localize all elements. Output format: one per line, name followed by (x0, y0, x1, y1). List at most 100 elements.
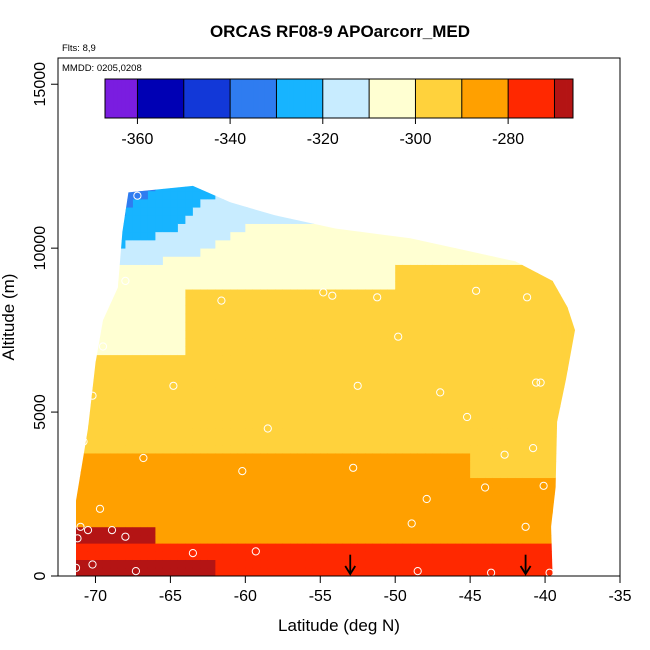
field-cell (192, 297, 201, 306)
field-cell (290, 297, 299, 306)
field-cell (387, 543, 396, 552)
field-cell (342, 289, 351, 298)
field-cell (132, 461, 141, 470)
field-cell (297, 239, 306, 249)
field-cell (102, 371, 111, 380)
field-cell (237, 526, 246, 536)
field-cell (507, 272, 516, 282)
field-cell (117, 264, 126, 274)
field-cell (515, 477, 523, 487)
field-cell (290, 477, 299, 487)
field-cell (192, 477, 201, 487)
field-cell (372, 280, 381, 290)
field-cell (470, 256, 479, 265)
field-cell (185, 371, 194, 380)
field-cell (432, 510, 441, 520)
field-cell (87, 502, 96, 511)
field-cell (447, 502, 456, 511)
field-cell (425, 297, 434, 306)
field-cell (222, 567, 231, 576)
field-cell (275, 239, 284, 249)
field-cell (335, 239, 344, 249)
field-cell (530, 420, 538, 429)
field-cell (185, 231, 194, 241)
field-cell (110, 305, 119, 315)
field-cell (275, 305, 284, 315)
x-tick-label-7: -35 (608, 588, 631, 605)
field-cell (155, 297, 164, 306)
sample-point-37 (88, 560, 97, 569)
field-cell (162, 289, 171, 298)
field-cell (140, 444, 149, 454)
field-cell (192, 338, 201, 347)
field-cell (305, 510, 314, 520)
colorbar-swatch (450, 79, 457, 118)
field-cell (335, 346, 344, 356)
field-cell (102, 346, 111, 356)
field-cell (500, 387, 508, 397)
field-cell (432, 272, 441, 282)
field-cell (470, 420, 479, 429)
field-cell (455, 518, 464, 528)
field-cell (177, 362, 186, 372)
field-cell (320, 239, 329, 249)
field-cell (162, 215, 171, 224)
colorbar-swatch (149, 79, 156, 118)
field-cell (170, 346, 179, 356)
field-cell (102, 494, 111, 503)
field-cell (320, 264, 329, 274)
field-cell (260, 510, 269, 520)
field-cell (485, 321, 494, 331)
field-cell (125, 215, 134, 224)
field-cell (335, 387, 344, 397)
field-cell (222, 223, 231, 233)
field-cell (185, 403, 194, 413)
field-cell (410, 461, 419, 470)
field-cell (222, 395, 231, 405)
field-cell (357, 330, 366, 339)
field-cell (387, 420, 396, 429)
field-cell (327, 518, 336, 528)
field-cell (485, 461, 494, 470)
field-cell (365, 313, 374, 323)
field-cell (312, 526, 321, 536)
field-cell (207, 272, 216, 282)
colorbar-swatch (305, 79, 312, 118)
field-cell (102, 313, 111, 323)
colorbar-swatch (129, 79, 134, 118)
field-cell (147, 387, 156, 397)
field-cell (192, 207, 201, 216)
field-cell (290, 354, 299, 364)
field-cell (207, 518, 216, 528)
field-cell (170, 469, 179, 479)
field-cell (282, 403, 291, 413)
field-cell (357, 338, 366, 347)
field-cell (87, 403, 96, 413)
field-cell (425, 518, 434, 528)
field-cell (425, 330, 434, 339)
field-cell (102, 321, 111, 331)
colorbar-swatch (270, 79, 277, 118)
field-cell (140, 518, 149, 528)
field-cell (417, 330, 426, 339)
field-cell (170, 297, 179, 306)
field-cell (245, 248, 254, 257)
field-cell (290, 518, 299, 528)
field-cell (282, 256, 291, 265)
field-cell (335, 461, 344, 470)
field-cell (305, 469, 314, 479)
field-cell (425, 436, 434, 446)
field-cell (357, 289, 366, 298)
field-cell (372, 387, 381, 397)
field-cell (320, 387, 329, 397)
field-cell (410, 248, 419, 257)
field-cell (192, 248, 201, 257)
field-cell (260, 379, 269, 388)
field-cell (215, 207, 224, 216)
field-cell (552, 428, 561, 438)
field-cell (275, 264, 284, 274)
field-cell (350, 338, 359, 347)
field-cell (402, 559, 411, 569)
field-cell (132, 510, 141, 520)
field-cell (462, 436, 471, 446)
